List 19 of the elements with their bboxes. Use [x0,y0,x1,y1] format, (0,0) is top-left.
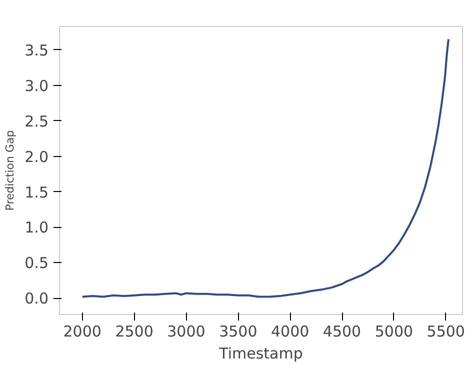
y-tick-label: 1.5 [24,183,49,202]
x-tick-label: 3000 [167,322,206,340]
x-tick-label: 5500 [426,322,465,340]
y-tick-label: 0.5 [24,254,49,272]
y-tick-label: 3.5 [24,41,49,60]
y-tick-label: 1.0 [24,218,49,237]
x-tick-label: 5000 [374,322,414,340]
x-tick-label: 3500 [219,322,258,340]
y-axis-title: Prediction Gap [4,130,17,211]
x-tick-label: 4500 [322,322,362,340]
y-tick-label: 2.0 [24,148,49,166]
line-series [81,38,450,298]
x-axis-title: Timestamp [218,344,303,362]
x-tick-label: 2000 [63,322,102,340]
x-tick-label: 4000 [270,322,310,340]
y-tick-label: 3.0 [24,76,49,95]
y-tick-label: 2.5 [24,112,49,130]
y-tick-label: 0.0 [24,290,49,308]
x-tick-label: 2500 [115,322,154,340]
